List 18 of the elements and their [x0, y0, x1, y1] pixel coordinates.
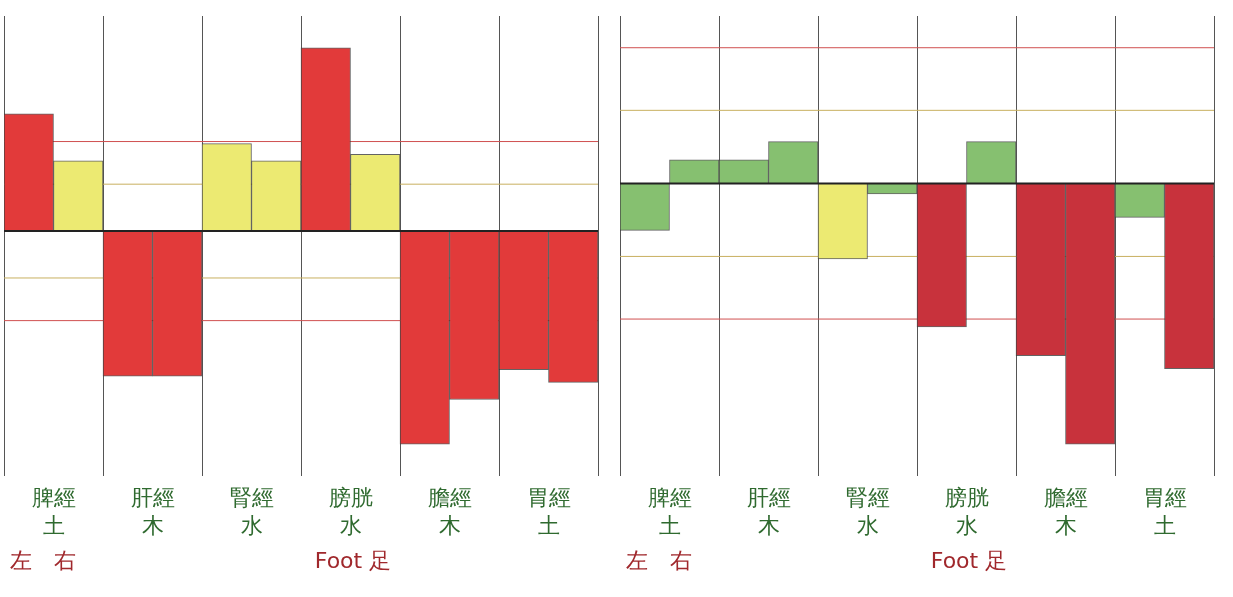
- x-tick-label: 膽經木: [426, 484, 473, 540]
- text: 右: [670, 547, 692, 575]
- x-tick-label: 腎經水: [844, 484, 891, 540]
- x-tick-label: 肝經木: [129, 484, 176, 540]
- x-tick-label: 膽經木: [1042, 484, 1089, 540]
- text: Foot 足: [314, 547, 392, 575]
- x-tick-label: 膀胱水: [327, 484, 374, 540]
- text: Foot 足: [930, 547, 1008, 575]
- x-tick-label: 胃經土: [525, 484, 572, 540]
- x-tick-label: 脾經土: [646, 484, 693, 540]
- x-tick-label: 腎經水: [228, 484, 275, 540]
- x-tick-label: 膀胱水: [943, 484, 990, 540]
- text: 左: [626, 547, 648, 575]
- x-tick-label: 脾經土: [30, 484, 77, 540]
- text: 左: [10, 547, 32, 575]
- x-tick-label: 胃經土: [1141, 484, 1188, 540]
- x-tick-label: 肝經木: [745, 484, 792, 540]
- text: 右: [54, 547, 76, 575]
